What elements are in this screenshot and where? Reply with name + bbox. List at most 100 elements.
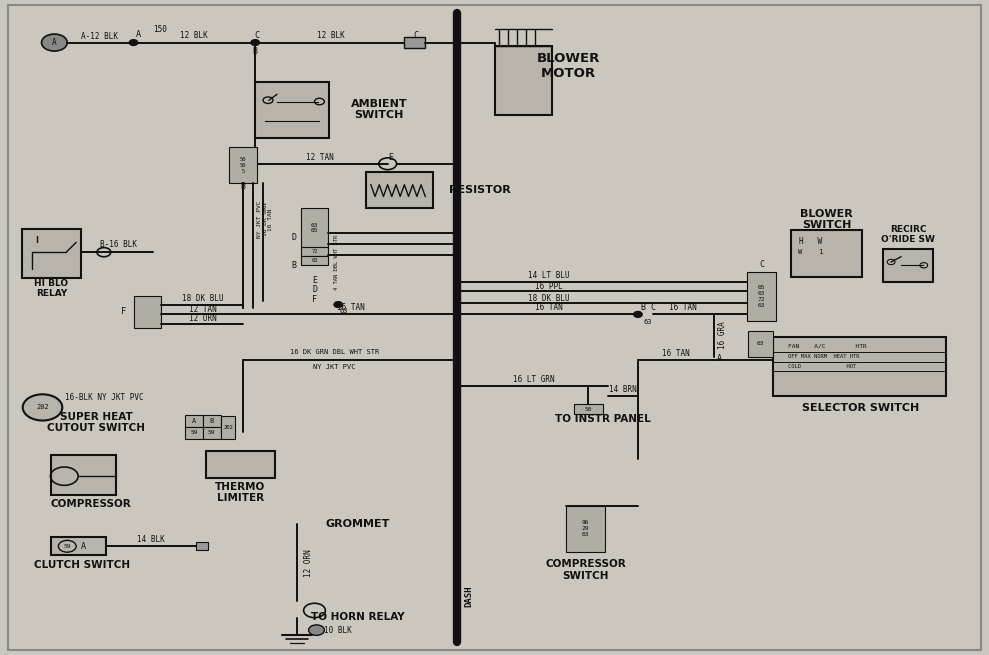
- Text: 59: 59: [190, 430, 198, 436]
- Bar: [206, 451, 275, 478]
- Text: COMPRESSOR: COMPRESSOR: [50, 499, 132, 510]
- Text: 63: 63: [340, 308, 348, 314]
- Text: GROMMET: GROMMET: [325, 519, 391, 529]
- Text: HI BLO
RELAY: HI BLO RELAY: [35, 278, 68, 298]
- Text: SUPER HEAT
CUTOUT SWITCH: SUPER HEAT CUTOUT SWITCH: [46, 412, 145, 433]
- Text: 18 DK BLU: 18 DK BLU: [528, 293, 570, 303]
- Text: NY JKT PVC: NY JKT PVC: [314, 364, 355, 370]
- Text: A-12 BLK: A-12 BLK: [81, 31, 119, 41]
- Text: 65
63
72
63: 65 63 72 63: [758, 285, 765, 308]
- Text: 16 LT GRN: 16 LT GRN: [513, 375, 555, 384]
- Text: AMBIENT
SWITCH: AMBIENT SWITCH: [350, 99, 407, 120]
- Bar: [566, 506, 605, 552]
- Text: 59: 59: [208, 430, 216, 436]
- Text: A: A: [716, 354, 722, 364]
- Text: 14 BLK: 14 BLK: [137, 535, 165, 544]
- Text: B: B: [210, 418, 214, 424]
- Text: W    1: W 1: [798, 249, 824, 255]
- Bar: [494, 46, 552, 115]
- Text: C: C: [413, 31, 419, 40]
- Text: 16 DK GRN DBL WHT STR: 16 DK GRN DBL WHT STR: [290, 349, 379, 356]
- Bar: [203, 427, 221, 439]
- Bar: [574, 404, 603, 414]
- Text: 72: 72: [312, 249, 317, 254]
- Circle shape: [130, 40, 137, 45]
- Text: 12 BLK: 12 BLK: [180, 31, 208, 40]
- Text: B: B: [240, 182, 246, 191]
- Bar: [196, 542, 208, 550]
- Bar: [255, 82, 329, 138]
- Text: 14 BRN: 14 BRN: [609, 385, 637, 394]
- Text: 12 TAN: 12 TAN: [189, 305, 217, 314]
- Text: 96
29
63: 96 29 63: [582, 520, 589, 537]
- Bar: [221, 416, 235, 439]
- Bar: [748, 331, 773, 357]
- Text: 12 ORN: 12 ORN: [304, 550, 314, 577]
- Bar: [747, 272, 776, 321]
- Text: 59: 59: [63, 544, 71, 549]
- Text: COLD              HOT: COLD HOT: [788, 364, 856, 369]
- Text: 4 TAN DBL WHT STR: 4 TAN DBL WHT STR: [333, 234, 339, 290]
- Text: 16 TAN: 16 TAN: [535, 303, 563, 312]
- Text: 202: 202: [224, 425, 232, 430]
- Text: 63: 63: [312, 258, 317, 263]
- Text: B: B: [252, 47, 258, 56]
- Bar: [301, 247, 328, 256]
- Text: 63: 63: [644, 319, 652, 326]
- Text: 16 TAN: 16 TAN: [662, 349, 689, 358]
- Circle shape: [251, 40, 259, 45]
- Circle shape: [309, 625, 324, 635]
- Text: 50: 50: [584, 407, 592, 411]
- Text: 16 PPL: 16 PPL: [535, 282, 563, 291]
- Text: TO HORN RELAY: TO HORN RELAY: [312, 612, 405, 622]
- Bar: [301, 208, 328, 248]
- Bar: [185, 415, 203, 427]
- Text: C: C: [650, 303, 656, 312]
- Bar: [883, 249, 933, 282]
- Text: OFF MAX NORM  HEAT HTR: OFF MAX NORM HEAT HTR: [788, 354, 859, 360]
- Bar: [134, 296, 161, 328]
- Text: 202: 202: [37, 404, 48, 411]
- Text: H   W: H W: [799, 236, 823, 246]
- Text: TO INSTR PANEL: TO INSTR PANEL: [556, 414, 651, 424]
- Text: COMPRESSOR
SWITCH: COMPRESSOR SWITCH: [545, 559, 626, 580]
- Bar: [203, 415, 221, 427]
- Text: THERMO
LIMITER: THERMO LIMITER: [216, 482, 265, 503]
- Text: RESISTOR: RESISTOR: [449, 185, 510, 195]
- Circle shape: [23, 394, 62, 421]
- Bar: [51, 537, 106, 555]
- Text: 10 BLK: 10 BLK: [324, 626, 352, 635]
- Text: A: A: [52, 38, 56, 47]
- Bar: [791, 230, 862, 277]
- Text: 16-BLK NY JKT PVC: 16-BLK NY JKT PVC: [65, 393, 143, 402]
- Circle shape: [42, 34, 67, 51]
- Text: 12 ORN: 12 ORN: [189, 314, 217, 324]
- Text: 50
50
5: 50 50 5: [240, 157, 246, 174]
- Text: 16 TAN: 16 TAN: [669, 303, 696, 312]
- Bar: [22, 229, 81, 278]
- Text: A: A: [81, 542, 86, 551]
- Text: F: F: [122, 307, 127, 316]
- Text: D: D: [292, 233, 297, 242]
- Text: FAN    A/C        HTR: FAN A/C HTR: [788, 344, 867, 349]
- Text: 12 TAN: 12 TAN: [306, 153, 333, 162]
- Text: 16 TAN: 16 TAN: [337, 303, 365, 312]
- Text: 12 BLK: 12 BLK: [317, 31, 345, 40]
- Text: DASH: DASH: [464, 586, 474, 607]
- Text: B: B: [640, 303, 646, 312]
- Bar: [773, 337, 946, 396]
- Circle shape: [334, 302, 342, 307]
- Text: SELECTOR SWITCH: SELECTOR SWITCH: [802, 403, 919, 413]
- Bar: [366, 172, 433, 208]
- Text: 63: 63: [757, 341, 764, 346]
- Text: 150: 150: [153, 25, 167, 34]
- Text: 14 LT BLU: 14 LT BLU: [528, 271, 570, 280]
- Text: CLUTCH SWITCH: CLUTCH SWITCH: [34, 560, 131, 571]
- Text: C: C: [759, 260, 764, 269]
- Bar: [185, 427, 203, 439]
- Text: B: B: [292, 261, 297, 270]
- Text: 63
65: 63 65: [311, 223, 318, 233]
- Text: 18 DK BLU: 18 DK BLU: [182, 294, 224, 303]
- Text: A: A: [135, 30, 141, 39]
- Text: F: F: [312, 295, 317, 305]
